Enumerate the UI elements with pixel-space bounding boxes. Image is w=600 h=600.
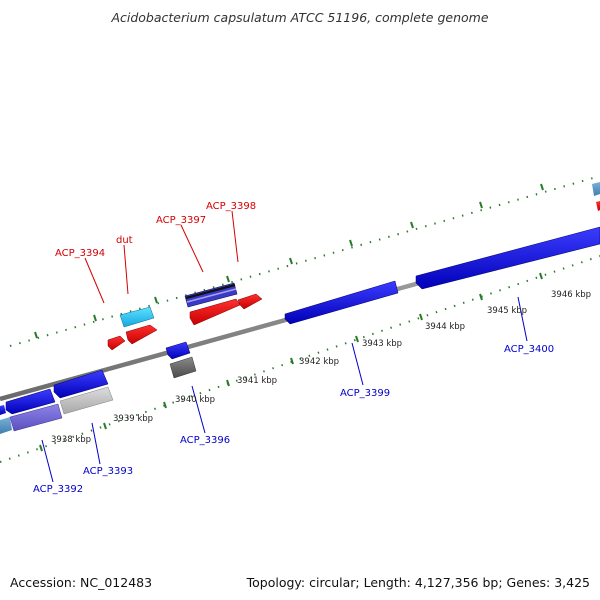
kbp-label: 3944 kbp xyxy=(425,322,465,332)
gene-acp3396-dark[interactable] xyxy=(169,356,197,379)
gene-arrow-acp3400[interactable] xyxy=(415,226,600,290)
kbp-label: 3939 kbp xyxy=(113,414,153,424)
gene-arrow-acp3394[interactable] xyxy=(107,335,126,351)
major-tick xyxy=(540,183,544,191)
gene-arrow-acp3399[interactable] xyxy=(284,280,399,325)
gene-label-dut[interactable]: dut xyxy=(116,235,133,246)
major-tick xyxy=(479,293,483,301)
genome-summary-text: Topology: circular; Length: 4,127,356 bp… xyxy=(246,575,590,590)
gene-edge-blue xyxy=(0,405,6,415)
major-tick xyxy=(410,221,414,229)
forward-strand-genes xyxy=(107,182,600,351)
kbp-label: 3946 kbp xyxy=(551,290,591,300)
reverse-strand-genes xyxy=(0,226,600,434)
gene-label-acp3398[interactable]: ACP_3398 xyxy=(206,201,256,212)
kbp-label: 3945 kbp xyxy=(487,306,527,316)
major-tick xyxy=(39,444,43,452)
gene-arrow-acp3398[interactable] xyxy=(237,293,263,310)
gene-arrow-blue-a[interactable] xyxy=(5,388,56,415)
major-tick xyxy=(93,314,97,322)
map-title: Acidobacterium capsulatum ATCC 51196, co… xyxy=(111,10,489,25)
gene-acp3396-blue[interactable] xyxy=(165,341,191,360)
gene-arrow-acp3397[interactable] xyxy=(189,298,241,326)
kbp-label: 3942 kbp xyxy=(299,357,339,367)
kbp-label: 3938 kbp xyxy=(51,435,91,445)
major-tick xyxy=(355,335,359,343)
reverse-gene-labels: ACP_3392 ACP_3393 ACP_3396 ACP_3399 ACP_… xyxy=(33,344,554,495)
forward-gene-labels: ACP_3394 dut ACP_3397 ACP_3398 xyxy=(55,201,256,259)
gene-acp3393[interactable] xyxy=(59,386,114,415)
major-tick xyxy=(419,313,423,321)
kbp-label: 3941 kbp xyxy=(237,376,277,386)
reverse-tick-row xyxy=(0,255,600,463)
major-tick xyxy=(226,379,230,387)
kbp-label: 3943 kbp xyxy=(362,339,402,349)
gene-red-edge xyxy=(596,201,600,211)
gene-label-acp3399[interactable]: ACP_3399 xyxy=(340,388,390,399)
kbp-labels: 3938 kbp 3939 kbp 3940 kbp 3941 kbp 3942… xyxy=(51,290,591,445)
gene-label-acp3397[interactable]: ACP_3397 xyxy=(156,215,206,226)
kbp-label: 3940 kbp xyxy=(175,395,215,405)
accession-text: Accession: NC_012483 xyxy=(10,575,153,590)
gene-steel-edge xyxy=(592,182,600,196)
major-tick xyxy=(154,296,158,304)
gene-label-acp3396[interactable]: ACP_3396 xyxy=(180,435,230,446)
major-tick xyxy=(290,357,294,365)
gene-arrow-dut[interactable] xyxy=(125,324,158,345)
gene-label-acp3392[interactable]: ACP_3392 xyxy=(33,484,83,495)
major-tick xyxy=(539,272,543,280)
major-tick xyxy=(479,201,483,209)
gene-edge-steel xyxy=(0,417,12,434)
gene-acp3392[interactable] xyxy=(9,403,63,432)
major-tick xyxy=(226,275,230,283)
major-tick xyxy=(289,257,293,265)
major-tick xyxy=(103,422,107,430)
major-tick xyxy=(163,401,167,409)
gene-arrow-blue-b[interactable] xyxy=(53,369,109,399)
forward-tick-row xyxy=(9,175,600,347)
gene-label-acp3394[interactable]: ACP_3394 xyxy=(55,248,105,259)
major-tick xyxy=(34,331,38,339)
major-tick xyxy=(349,239,353,247)
label-leader-lines xyxy=(41,210,528,483)
gene-label-acp3393[interactable]: ACP_3393 xyxy=(83,466,133,477)
gene-label-acp3400[interactable]: ACP_3400 xyxy=(504,344,554,355)
gene-cyan[interactable] xyxy=(119,306,155,328)
